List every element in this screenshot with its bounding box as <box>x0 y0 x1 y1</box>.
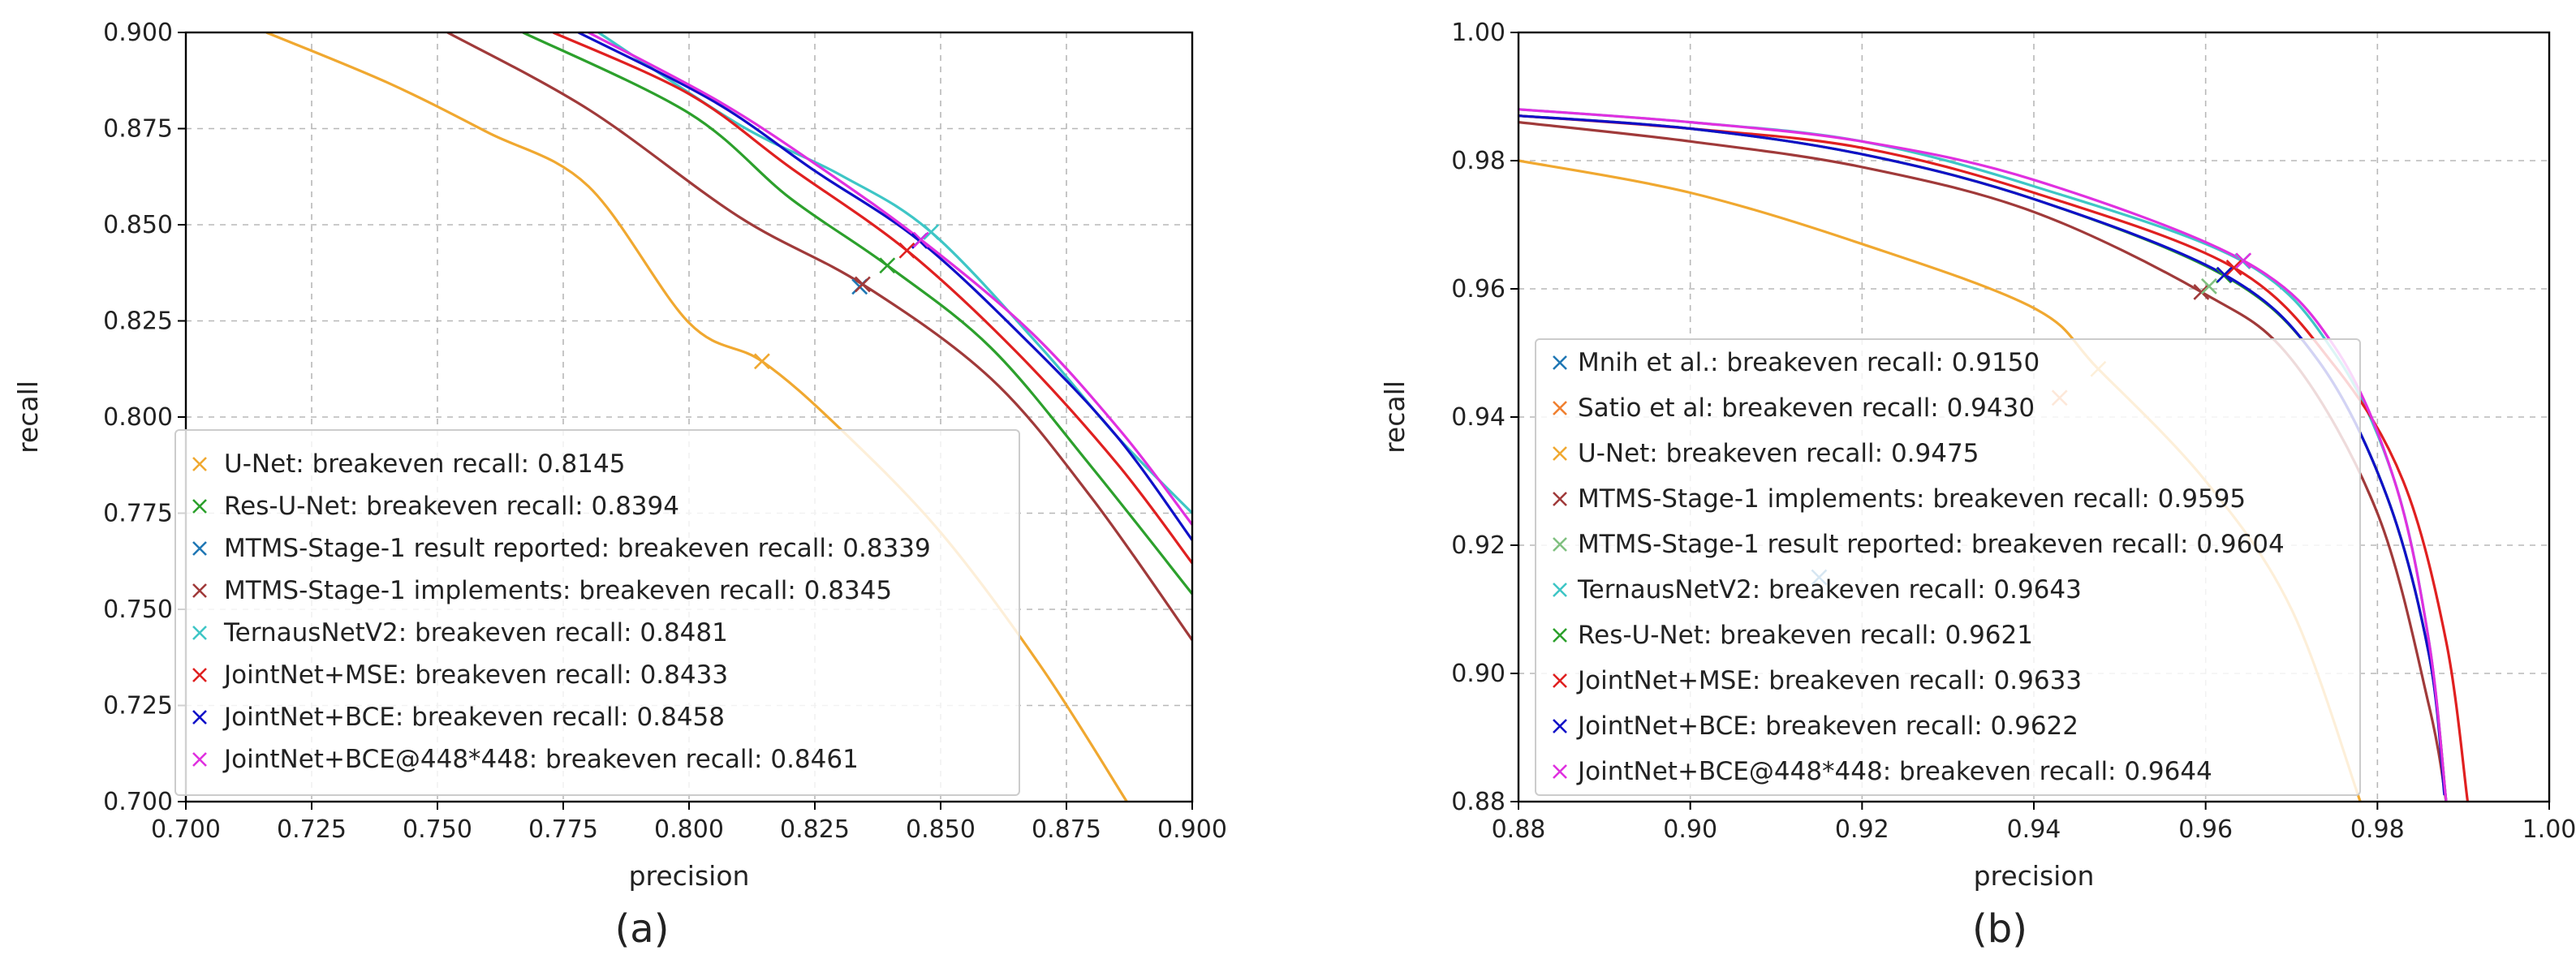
panel-a-legend-label-6: JointNet+BCE: breakeven recall: 0.8458 <box>222 703 725 732</box>
panel-b-legend <box>1535 338 2361 796</box>
panel-b-curve-3 <box>1518 121 2448 802</box>
panel-a-x-tick-label: 0.725 <box>277 815 347 844</box>
panel-a-legend-marker-1 <box>192 499 207 514</box>
panel-b-legend-marker-4 <box>1553 537 1567 552</box>
panel-b-y-axis-label: recall <box>1379 381 1411 454</box>
panel-b-x-tick-label: 1.00 <box>2522 815 2576 844</box>
panel-b-x-tick-label: 0.88 <box>1492 815 1546 844</box>
panel-b-legend-label-3: MTMS-Stage-1 implements: breakeven recal… <box>1578 484 2246 514</box>
panel-a-y-tick-label: 0.800 <box>103 403 173 432</box>
panel-b-curve-9 <box>1518 108 2448 802</box>
panel-b-y-tick-label: 0.98 <box>1451 147 1506 175</box>
panel-b-legend-marker-3 <box>1553 492 1567 506</box>
panel-a-legend-marker-7 <box>192 752 207 767</box>
panel-a-y-tick-label: 0.900 <box>103 19 173 47</box>
panel-a-legend-label-3: MTMS-Stage-1 implements: breakeven recal… <box>224 576 892 605</box>
panel-a-legend-label-7: JointNet+BCE@448*448: breakeven recall: … <box>222 745 859 774</box>
panel-a-y-tick-label: 0.775 <box>103 500 173 528</box>
panel-a-legend-items: U-Net: breakeven recall: 0.8145 Res-U-Net… <box>192 449 931 774</box>
panel-b-caption: (b) <box>1972 906 2027 952</box>
panel-b-breakeven-marker-4 <box>2200 277 2217 295</box>
panel-a-x-tick-label: 0.825 <box>780 815 850 844</box>
panel-a-x-tick-label: 0.700 <box>151 815 221 844</box>
panel-b-x-tick-label: 0.90 <box>1663 815 1717 844</box>
panel-b-y-tick-label: 1.00 <box>1451 19 1506 47</box>
panel-a-legend-marker-4 <box>192 626 207 640</box>
panel-a-x-tick-label: 0.750 <box>403 815 472 844</box>
panel-a-markers <box>753 224 940 370</box>
panel-a-legend-label-5: JointNet+MSE: breakeven recall: 0.8433 <box>222 660 728 690</box>
panel-b-legend-label-2: U-Net: breakeven recall: 0.9475 <box>1578 439 1979 468</box>
panel-a-x-axis-label: precision <box>629 860 750 892</box>
panel-b-y-tick-label: 0.88 <box>1451 788 1506 816</box>
panel-b-legend-label-6: Res-U-Net: breakeven recall: 0.9621 <box>1578 621 2033 650</box>
panel-a-legend-marker-3 <box>192 583 207 598</box>
panel-b-curve-8 <box>1518 114 2446 796</box>
panel-a-legend-marker-2 <box>192 541 207 556</box>
panel-a-x-tick-label: 0.800 <box>654 815 724 844</box>
panel-a-x-tick-label: 0.850 <box>906 815 976 844</box>
panel-a-breakeven-marker-4 <box>923 224 940 240</box>
panel-a-caption: (a) <box>615 906 670 952</box>
panel-a-breakeven-marker-0 <box>753 353 770 370</box>
panel-b-x-tick-label: 0.96 <box>2178 815 2233 844</box>
panel-a-legend-marker-0 <box>192 457 207 471</box>
panel-a-legend-marker-6 <box>192 710 207 725</box>
panel-a-breakeven-marker-1 <box>879 257 896 274</box>
panel-b-legend-items: Mnih et al.: breakeven recall: 0.9150 Sat… <box>1553 348 2285 786</box>
panel-b-legend-marker-2 <box>1553 446 1567 461</box>
panel-b-y-tick-label: 0.94 <box>1451 403 1506 432</box>
panel-b-chart: 0.88 0.90 0.92 0.94 0.96 0.98 1.00 0.88 0.90 0.92… <box>1379 19 2576 952</box>
panel-a-legend-label-4: TernausNetV2: breakeven recall: 0.8481 <box>223 618 728 647</box>
panel-b-legend-label-7: JointNet+MSE: breakeven recall: 0.9633 <box>1576 666 2082 695</box>
panel-b-x-tick-label: 0.98 <box>2350 815 2405 844</box>
panel-a-x-tick-label: 0.775 <box>528 815 598 844</box>
panel-b-legend-label-9: JointNet+BCE@448*448: breakeven recall: … <box>1576 757 2212 786</box>
panel-a-y-axis-label: recall <box>12 381 44 454</box>
panel-a-y-tick-label: 0.875 <box>103 115 173 144</box>
panel-b-ticks: 0.88 0.90 0.92 0.94 0.96 0.98 1.00 0.88 0.90 0.92… <box>1451 19 2576 844</box>
panel-b-legend-marker-0 <box>1553 355 1567 370</box>
panel-b-legend-label-5: TernausNetV2: breakeven recall: 0.9643 <box>1577 575 2082 604</box>
panel-a-legend-marker-5 <box>192 668 207 682</box>
panel-a-y-tick-label: 0.850 <box>103 211 173 239</box>
panel-b-legend-label-4: MTMS-Stage-1 result reported: breakeven … <box>1578 530 2285 559</box>
panel-a-breakeven-marker-5 <box>898 242 915 259</box>
panel-b-breakeven-marker-3 <box>2193 284 2210 300</box>
panel-a-legend-label-1: Res-U-Net: breakeven recall: 0.8394 <box>224 492 679 521</box>
panel-b-legend-marker-1 <box>1553 401 1567 415</box>
panel-a-chart: 0.700 0.725 0.750 0.775 0.800 0.825 0.850 0.875… <box>12 19 1227 952</box>
panel-b-legend-marker-9 <box>1553 764 1567 779</box>
panel-a-legend <box>174 429 1020 796</box>
panel-b-legend-marker-8 <box>1553 719 1567 733</box>
panel-a-x-tick-label: 0.875 <box>1032 815 1101 844</box>
panel-b-legend-label-1: Satio et al: breakeven recall: 0.9430 <box>1578 394 2035 423</box>
panel-a-ticks: 0.700 0.725 0.750 0.775 0.800 0.825 0.850 0.875… <box>103 19 1227 844</box>
panel-b-legend-marker-6 <box>1553 628 1567 643</box>
panel-b-x-tick-label: 0.94 <box>2007 815 2061 844</box>
panel-b-y-tick-label: 0.92 <box>1451 531 1506 560</box>
panel-b-breakeven-marker-9 <box>2235 252 2252 269</box>
panel-b-breakeven-marker-7 <box>2225 260 2242 276</box>
panel-b-x-axis-label: precision <box>1974 860 2095 892</box>
panel-a-breakeven-marker-3 <box>854 276 871 293</box>
panel-a-y-tick-label: 0.725 <box>103 692 173 720</box>
panel-b-x-tick-label: 0.92 <box>1835 815 1889 844</box>
panel-a-legend-label-2: MTMS-Stage-1 result reported: breakeven … <box>224 534 931 563</box>
panel-b-legend-marker-7 <box>1553 673 1567 688</box>
panel-b-legend-marker-5 <box>1553 583 1567 597</box>
panel-b-breakeven-marker-8 <box>2216 266 2233 283</box>
panel-a-breakeven-marker-7 <box>912 231 929 248</box>
panel-b-y-tick-label: 0.96 <box>1451 275 1506 303</box>
panel-b-curve-7 <box>1518 114 2470 802</box>
panel-a-x-tick-label: 0.900 <box>1157 815 1227 844</box>
panel-a-legend-label-0: U-Net: breakeven recall: 0.8145 <box>224 449 625 479</box>
panel-a-y-tick-label: 0.700 <box>103 788 173 816</box>
panel-a-y-tick-label: 0.825 <box>103 308 173 336</box>
panel-b-legend-label-8: JointNet+BCE: breakeven recall: 0.9622 <box>1576 712 2078 741</box>
panel-a-y-tick-label: 0.750 <box>103 596 173 624</box>
panel-b-y-tick-label: 0.90 <box>1451 660 1506 688</box>
panel-b-legend-label-0: Mnih et al.: breakeven recall: 0.9150 <box>1578 348 2040 377</box>
